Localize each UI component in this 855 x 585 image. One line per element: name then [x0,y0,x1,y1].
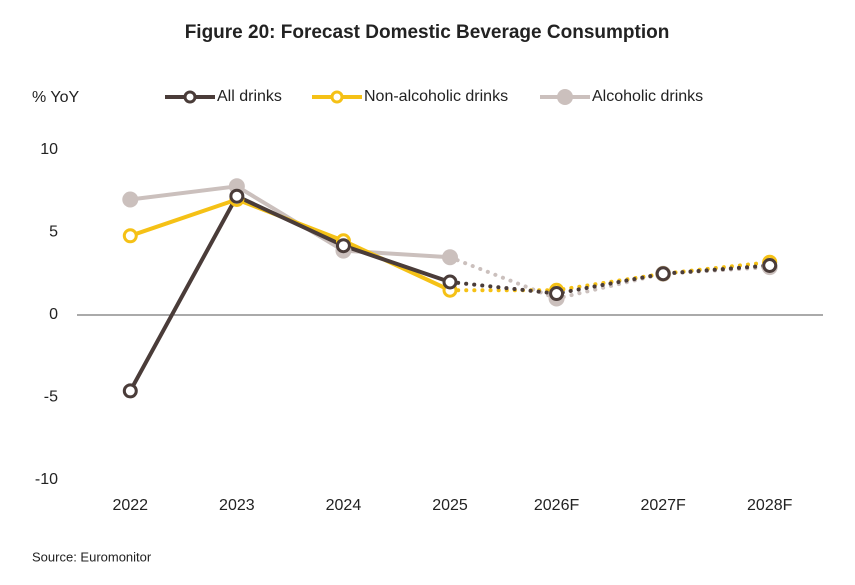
x-tick-label: 2024 [326,497,362,514]
x-tick-label: 2027F [640,497,686,514]
data-point [442,249,458,266]
data-point [655,266,671,282]
y-tick-label: 5 [49,224,58,241]
y-tick-label: -10 [35,471,58,488]
legend-marker [330,90,344,104]
x-tick-label: 2025 [432,497,468,514]
data-point [549,286,565,302]
chart-title: Figure 20: Forecast Domestic Beverage Co… [185,22,670,43]
legend-marker [557,89,573,105]
data-point [229,188,245,204]
data-point [122,191,139,208]
data-point [122,383,138,399]
data-point [762,258,778,273]
series-line [128,194,451,392]
y-tick-label: -5 [44,389,58,406]
x-tick-label: 2028F [747,497,793,514]
x-tick-label: 2022 [112,497,148,514]
source: Source: Euromonitor [32,549,152,564]
series-forecast-line [448,263,772,296]
legend-label: Alcoholic drinks [592,88,703,105]
data-point [442,274,458,290]
legend-marker [183,90,197,104]
series-line [129,197,451,293]
series-forecast-line [448,255,772,301]
y-axis-label: % YoY [32,89,79,106]
x-tick-label: 2023 [219,497,255,514]
data-point [122,228,138,244]
y-tick-label: 0 [49,306,58,323]
x-tick-label: 2026F [534,497,580,514]
legend-label: Non-alcoholic drinks [364,88,508,105]
legend-label: All drinks [217,88,282,105]
data-point [335,238,351,254]
y-tick-label: 10 [40,141,58,158]
